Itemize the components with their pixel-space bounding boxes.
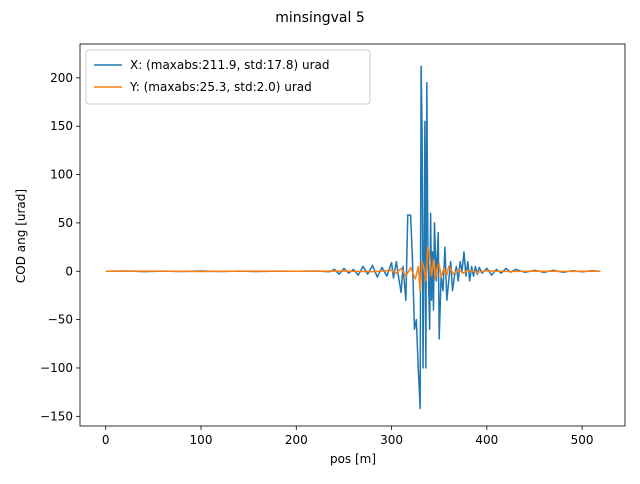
plot-frame [79, 43, 626, 427]
y-axis-ticks: −150 −100 −50 0 50 100 150 200 [40, 71, 80, 423]
legend: X: (maxabs:211.9, std:17.8) urad Y: (maxa… [85, 49, 371, 105]
x-axis-ticks: 0 100 200 300 400 500 [102, 426, 594, 447]
y-tick-label: 50 [58, 216, 73, 230]
chart-title: minsingval 5 [275, 10, 364, 26]
x-tick-label: 400 [475, 433, 498, 447]
x-tick-label: 100 [190, 433, 213, 447]
y-tick-label: 0 [65, 264, 73, 278]
y-axis-label: COD ang [urad] [14, 189, 28, 283]
x-tick-label: 200 [285, 433, 308, 447]
y-tick-label: −50 [48, 313, 73, 327]
x-tick-label: 0 [102, 433, 110, 447]
series-line-x [105, 65, 601, 410]
series-line-y [105, 246, 601, 292]
x-tick-label: 500 [571, 433, 594, 447]
y-tick-label: −150 [40, 409, 73, 423]
y-tick-label: −100 [40, 361, 73, 375]
x-axis-label: pos [m] [330, 452, 376, 466]
y-tick-label: 150 [50, 119, 73, 133]
legend-entry: X: (maxabs:211.9, std:17.8) urad [130, 58, 330, 72]
y-tick-label: 200 [50, 71, 73, 85]
x-tick-label: 300 [380, 433, 403, 447]
y-tick-label: 100 [50, 168, 73, 182]
plot-area [79, 43, 626, 427]
legend-entry: Y: (maxabs:25.3, std:2.0) urad [129, 80, 312, 94]
legend-box [85, 49, 371, 105]
